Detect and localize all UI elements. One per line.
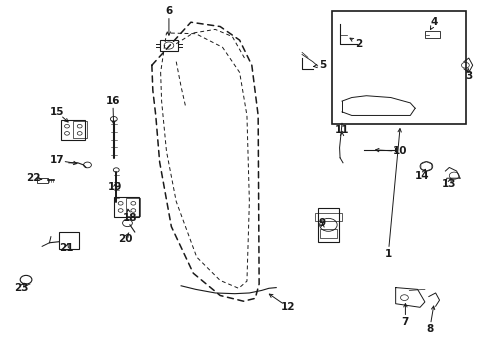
Text: 23: 23: [14, 283, 28, 293]
Bar: [37, 178, 48, 183]
Text: 22: 22: [26, 173, 41, 183]
Text: 14: 14: [414, 171, 429, 181]
Text: 5: 5: [318, 60, 325, 70]
Text: 18: 18: [122, 213, 137, 222]
Bar: [59, 231, 79, 249]
Text: 12: 12: [281, 302, 295, 312]
Text: 11: 11: [334, 125, 348, 135]
Bar: [160, 40, 177, 51]
Bar: [114, 197, 139, 217]
Text: 4: 4: [430, 17, 437, 27]
Text: 1: 1: [384, 248, 391, 258]
Text: 16: 16: [105, 96, 120, 106]
Text: 17: 17: [49, 155, 64, 165]
Text: 3: 3: [464, 71, 471, 81]
Text: 15: 15: [49, 107, 64, 117]
Text: 20: 20: [118, 234, 132, 244]
Bar: [73, 121, 86, 138]
Text: 9: 9: [318, 218, 325, 228]
Bar: [319, 229, 336, 238]
Bar: [331, 12, 466, 125]
Bar: [314, 213, 341, 221]
Text: 6: 6: [165, 6, 172, 17]
Bar: [61, 120, 85, 140]
Text: 19: 19: [108, 182, 122, 192]
Bar: [424, 31, 439, 39]
Text: 2: 2: [355, 39, 362, 49]
Text: 21: 21: [59, 243, 74, 253]
Bar: [317, 208, 338, 242]
Text: 10: 10: [392, 146, 407, 156]
Text: 7: 7: [401, 317, 408, 327]
Text: 8: 8: [426, 324, 432, 334]
Bar: [126, 198, 140, 216]
Text: 13: 13: [441, 179, 456, 189]
